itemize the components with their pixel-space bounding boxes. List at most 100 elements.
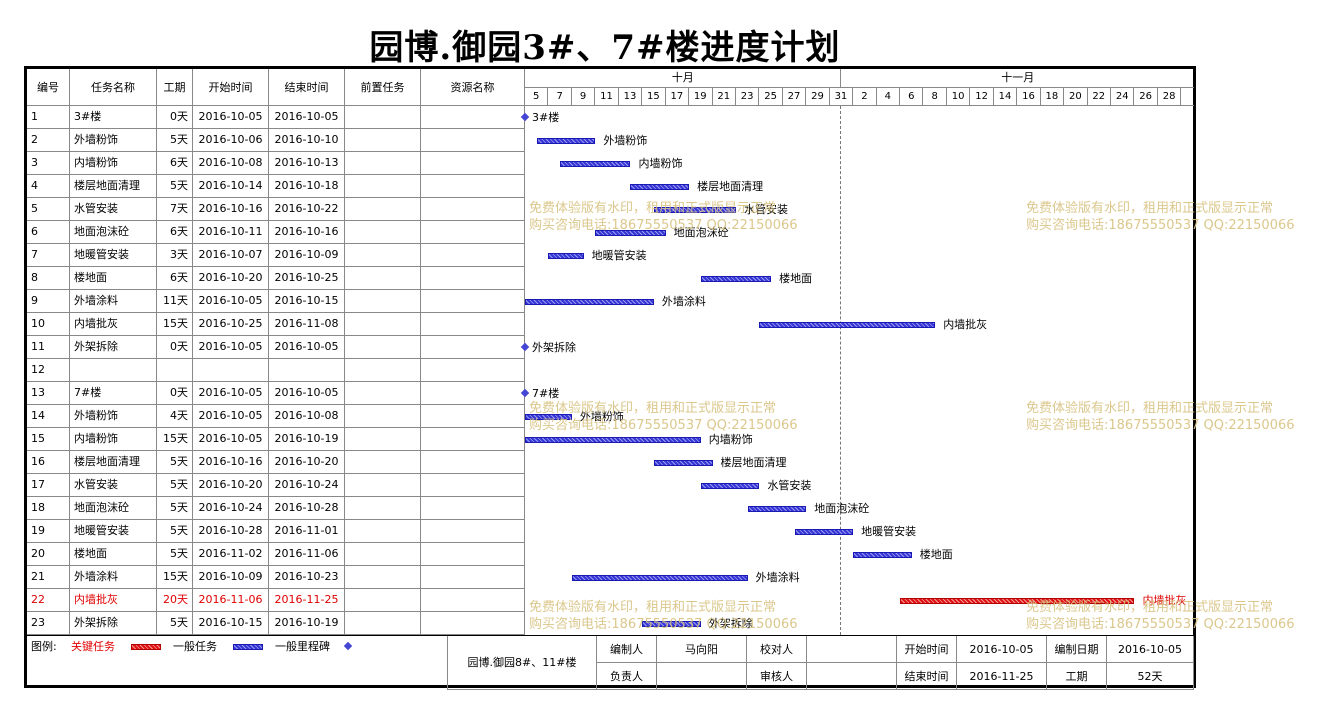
watermark-line2: 购买咨询电话:18675550537 QQ:22150066: [529, 617, 798, 632]
page-title: 园博.御园3#、7#楼进度计划: [369, 28, 841, 68]
day-tick-label: 23: [736, 88, 760, 106]
day-tick-label: 20: [1064, 88, 1088, 106]
task-dur-cell: 11天: [157, 290, 193, 313]
task-id-cell: 13: [27, 382, 70, 405]
task-empty-cell: [421, 244, 525, 267]
task-name-cell: 内墙批灰: [70, 313, 157, 336]
task-bar: [571, 574, 748, 581]
task-end-cell: 2016-10-13: [269, 152, 345, 175]
task-bar: [536, 137, 596, 144]
task-empty-cell: [345, 175, 421, 198]
task-bar: [630, 183, 690, 190]
footer-proof-label: 校对人: [747, 636, 807, 663]
task-bar: [759, 321, 936, 328]
task-dur-cell: 6天: [157, 221, 193, 244]
watermark-line1: 免费体验版有水印，租用和正式版显示正常: [529, 201, 777, 216]
task-empty-cell: [345, 451, 421, 474]
task-start-cell: 2016-10-07: [193, 244, 269, 267]
task-empty-cell: [421, 428, 525, 451]
task-dur-cell: 15天: [157, 313, 193, 336]
task-empty-cell: [345, 382, 421, 405]
task-name-cell: 外墙涂料: [70, 290, 157, 313]
task-name-cell: 外墙涂料: [70, 566, 157, 589]
legend-critical-swatch: [131, 644, 161, 650]
task-id-cell: 20: [27, 543, 70, 566]
task-dur-cell: 5天: [157, 129, 193, 152]
watermark-line1: 免费体验版有水印，租用和正式版显示正常: [1026, 201, 1274, 216]
task-end-cell: 2016-10-19: [269, 612, 345, 635]
day-tick-label: 17: [666, 88, 690, 106]
task-start-cell: 2016-10-28: [193, 520, 269, 543]
task-id-cell: 22: [27, 589, 70, 612]
bar-label: 楼层地面清理: [720, 455, 787, 469]
watermark-line1: 免费体验版有水印，租用和正式版显示正常: [529, 401, 777, 416]
task-empty-cell: [421, 129, 525, 152]
bar-label: 楼地面: [919, 547, 953, 561]
footer-review: [807, 663, 897, 690]
day-tick-label: 10: [947, 88, 971, 106]
task-bar: [642, 620, 701, 627]
bar-label: 7#楼: [532, 386, 560, 400]
bar-label: 外墙粉饰: [603, 133, 648, 147]
task-start-cell: 2016-10-16: [193, 451, 269, 474]
bar-label: 地面泡沫砼: [673, 225, 729, 239]
task-start-cell: 2016-10-06: [193, 129, 269, 152]
timescale-divider: [525, 105, 1194, 106]
task-dur-cell: 5天: [157, 612, 193, 635]
footer-date-label: 编制日期: [1047, 636, 1107, 663]
task-name-cell: [70, 359, 157, 382]
watermark-line2: 购买咨询电话:18675550537 QQ:22150066: [1026, 617, 1295, 632]
task-empty-cell: [345, 129, 421, 152]
task-empty-cell: [421, 198, 525, 221]
task-bar: [595, 229, 666, 236]
month-november: 十一月: [841, 69, 1194, 88]
task-name-cell: 内墙批灰: [70, 589, 157, 612]
task-empty-cell: [421, 359, 525, 382]
day-tick-label: 21: [713, 88, 736, 106]
task-bar: [653, 206, 736, 213]
task-id-cell: 16: [27, 451, 70, 474]
task-start-cell: 2016-10-05: [193, 290, 269, 313]
task-end-cell: 2016-10-28: [269, 497, 345, 520]
task-name-cell: 外墙粉饰: [70, 405, 157, 428]
task-empty-cell: [345, 589, 421, 612]
footer-end-label: 结束时间: [897, 663, 957, 690]
task-bar: [700, 482, 760, 489]
task-bar: [794, 528, 854, 535]
task-name-cell: 7#楼: [70, 382, 157, 405]
footer-owner: [657, 663, 747, 690]
month-separator: [840, 106, 842, 635]
day-tick-label: 24: [1111, 88, 1135, 106]
legend-label: 图例:: [31, 640, 57, 653]
task-empty-cell: [421, 520, 525, 543]
task-name-cell: 地暖管安装: [70, 520, 157, 543]
watermark-line2: 购买咨询电话:18675550537 QQ:22150066: [1026, 218, 1295, 233]
bar-label: 楼地面: [779, 271, 813, 285]
footer-proof: [807, 636, 897, 663]
bar-label: 外架拆除: [532, 340, 576, 354]
task-dur-cell: [157, 359, 193, 382]
column-header: 任务名称: [70, 69, 157, 106]
day-tick-label: 4: [877, 88, 901, 106]
task-dur-cell: 20天: [157, 589, 193, 612]
task-dur-cell: 0天: [157, 336, 193, 359]
bar-label: 外架拆除: [708, 616, 753, 630]
task-start-cell: 2016-11-02: [193, 543, 269, 566]
month-october: 十月: [525, 69, 842, 88]
legend-critical-label: 关键任务: [71, 640, 115, 653]
footer-start-label: 开始时间: [897, 636, 957, 663]
task-dur-cell: 5天: [157, 175, 193, 198]
task-start-cell: 2016-10-05: [193, 106, 269, 129]
task-empty-cell: [421, 290, 525, 313]
task-id-cell: 23: [27, 612, 70, 635]
day-tick-label: 14: [994, 88, 1018, 106]
task-bar: [525, 436, 701, 443]
task-empty-cell: [345, 244, 421, 267]
task-id-cell: 19: [27, 520, 70, 543]
task-empty-cell: [345, 543, 421, 566]
day-tick-label: 12: [970, 88, 994, 106]
task-bar: [560, 160, 631, 167]
task-empty-cell: [421, 566, 525, 589]
task-name-cell: 水管安装: [70, 198, 157, 221]
column-header: 开始时间: [193, 69, 269, 106]
